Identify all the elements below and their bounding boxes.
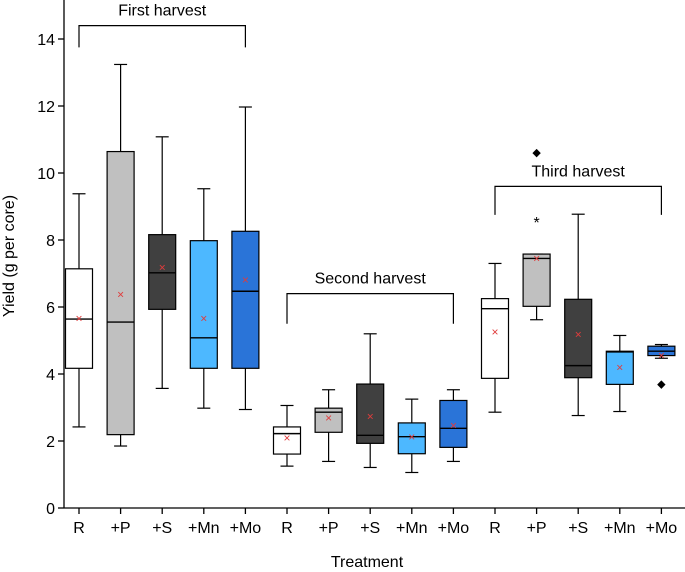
mean-marker: × <box>408 430 415 444</box>
box-plus-p: × ◆ * <box>522 147 551 321</box>
box-plus-s: × <box>148 136 177 390</box>
x-tick-label: R <box>489 520 501 537</box>
box-r: × <box>272 404 302 467</box>
box-plus-mo: × <box>439 389 468 463</box>
x-tick-label: +Mo <box>230 520 262 537</box>
axes <box>63 0 685 509</box>
box-iqr <box>397 422 426 455</box>
x-tick-label: R <box>281 520 293 537</box>
group-label: First harvest <box>118 3 207 20</box>
y-tick-label: 14 <box>37 32 55 49</box>
x-tick-label: +Mo <box>646 520 678 537</box>
group-bracket <box>78 25 246 48</box>
x-axis-label: Treatment <box>331 554 404 571</box>
mean-marker: × <box>159 260 166 274</box>
mean-marker: × <box>283 431 290 445</box>
box-plus-mn: × <box>189 188 218 409</box>
box-iqr <box>605 350 634 385</box>
box-iqr <box>439 399 468 448</box>
mean-marker: × <box>491 325 498 339</box>
outlier-star: * <box>533 215 539 232</box>
box-iqr <box>189 240 218 369</box>
box-plus-mo: ×◆ <box>647 343 676 390</box>
y-tick-label: 8 <box>46 233 55 250</box>
x-tick-label: +Mn <box>604 520 636 537</box>
harvest-group: × × × × × Second harvest <box>272 271 468 474</box>
box-plus-s: × <box>356 333 385 469</box>
x-tick-label: +P <box>111 520 131 537</box>
mean-marker: × <box>200 311 207 325</box>
box-iqr <box>148 234 177 310</box>
y-tick-label: 10 <box>37 166 55 183</box>
y-tick-label: 2 <box>46 434 55 451</box>
x-tick-label: +S <box>360 520 380 537</box>
group-bracket <box>286 293 454 324</box>
box-plus-mo: × <box>231 106 260 411</box>
box-groups: ×××××First harvest×× ×××Second harvest××◆… <box>64 3 676 474</box>
box-iqr <box>106 150 135 436</box>
x-tick-label: +S <box>568 520 588 537</box>
x-tick-label: +Mo <box>438 520 470 537</box>
y-tick-label: 6 <box>46 300 55 317</box>
mean-marker: × <box>242 273 249 287</box>
y-ticks: 0 2 4 6 8 10 12 14 <box>37 32 64 518</box>
mean-marker: × <box>75 311 82 325</box>
box-plus-mn: × <box>605 334 634 413</box>
mean-marker: × <box>367 410 374 424</box>
box-r: × <box>480 262 510 413</box>
y-axis-label: Yield (g per core) <box>1 195 18 317</box>
x-tick-label: R <box>73 520 85 537</box>
mean-marker: × <box>575 327 582 341</box>
harvest-group: ××◆*×××◆Third harvest <box>480 147 676 417</box>
box-plus-p: × <box>106 63 135 447</box>
y-tick-label: 0 <box>46 501 55 518</box>
x-tick-label: +Mn <box>396 520 428 537</box>
x-ticks: R +P +S +Mn +Mo R +P +S +Mn +Mo R +P +S +Mn +Mo <box>73 508 677 537</box>
box-plus-p: × <box>314 389 343 463</box>
box-iqr <box>231 230 260 369</box>
group-bracket <box>494 185 662 215</box>
box-plus-s: × <box>564 213 593 417</box>
outlier-diamond: ◆ <box>657 378 666 390</box>
mean-marker: × <box>325 411 332 425</box>
x-tick-label: +S <box>152 520 172 537</box>
box-iqr <box>564 298 593 379</box>
mean-marker: × <box>117 288 124 302</box>
mean-marker: × <box>658 349 665 363</box>
x-tick-label: +P <box>527 520 547 537</box>
x-tick-label: +P <box>319 520 339 537</box>
box-iqr <box>356 383 385 444</box>
group-label: Second harvest <box>315 271 427 288</box>
group-label: Third harvest <box>532 163 626 180</box>
box-r: × <box>64 193 94 428</box>
mean-marker: × <box>533 251 540 265</box>
mean-marker: × <box>616 360 623 374</box>
outlier-diamond: ◆ <box>532 147 541 159</box>
y-tick-label: 12 <box>37 99 55 116</box>
box-plus-mn: × <box>397 398 426 474</box>
mean-marker: × <box>450 419 457 433</box>
box-iqr <box>480 298 510 379</box>
box-iqr <box>272 426 302 455</box>
x-tick-label: +Mn <box>188 520 220 537</box>
harvest-group: × × × × × First harvest <box>64 3 260 447</box>
box-iqr <box>522 253 551 307</box>
y-tick-label: 4 <box>46 367 55 384</box>
